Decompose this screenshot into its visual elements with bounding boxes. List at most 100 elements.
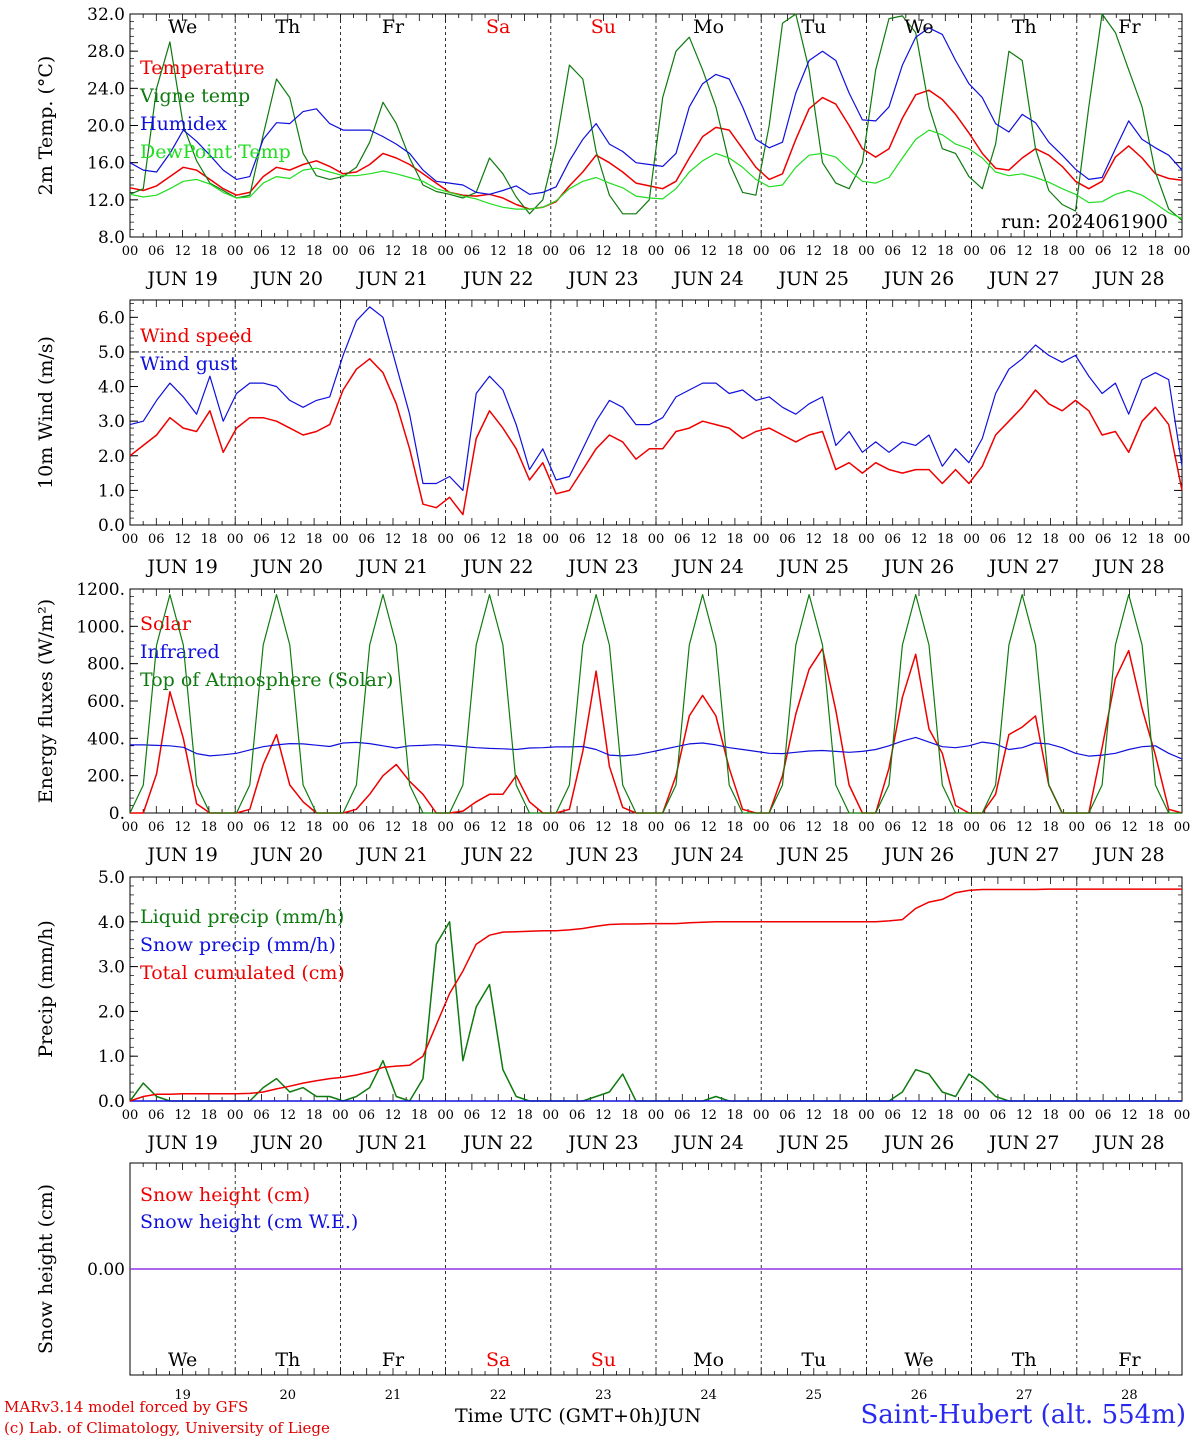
- date-label: JUN 22: [461, 268, 533, 290]
- hour-tick-label: 00: [1174, 820, 1191, 835]
- date-label: JUN 22: [461, 556, 533, 578]
- hour-tick-label: 12: [385, 820, 402, 835]
- weekday-label: Fr: [382, 1349, 405, 1371]
- date-label: JUN 21: [356, 268, 428, 290]
- date-label: JUN 27: [987, 844, 1059, 866]
- legend-infrared: Infrared: [140, 641, 220, 663]
- hour-tick-label: 06: [884, 244, 901, 259]
- hour-tick-label: 06: [464, 532, 481, 547]
- hour-tick-label: 00: [437, 532, 454, 547]
- hour-tick-label: 00: [963, 244, 980, 259]
- hour-tick-label: 18: [937, 820, 954, 835]
- hour-tick-label: 18: [727, 820, 744, 835]
- y-tick-label: 4.0: [98, 913, 125, 933]
- model-credit: MARv3.14 model forced by GFS: [4, 1398, 249, 1416]
- hour-tick-label: 18: [937, 244, 954, 259]
- day-number-label: 22: [490, 1388, 507, 1403]
- hour-tick-label: 00: [227, 1108, 244, 1123]
- hour-tick-label: 18: [832, 1108, 849, 1123]
- date-label: JUN 26: [882, 1132, 954, 1154]
- weekday-label: Fr: [382, 16, 405, 38]
- y-tick-label: 0.: [109, 804, 125, 824]
- legend-liquid-precip-mm-h-: Liquid precip (mm/h): [140, 906, 344, 928]
- hour-tick-label: 18: [411, 244, 428, 259]
- hour-tick-label: 00: [1174, 532, 1191, 547]
- hour-tick-label: 00: [1069, 532, 1086, 547]
- hour-tick-label: 06: [674, 820, 691, 835]
- y-tick-label: 28.0: [87, 42, 125, 62]
- y-tick-label: 1.0: [98, 1047, 125, 1067]
- hour-tick-label: 00: [1174, 1108, 1191, 1123]
- hour-tick-label: 12: [806, 244, 823, 259]
- day-number-label: 19: [174, 1388, 191, 1403]
- y-tick-label: 6.0: [98, 308, 125, 328]
- hour-tick-label: 18: [727, 1108, 744, 1123]
- panel-1-frame: [129, 13, 1183, 238]
- date-label: JUN 21: [356, 556, 428, 578]
- date-label: JUN 26: [882, 844, 954, 866]
- date-label: JUN 19: [145, 1132, 217, 1154]
- hour-tick-label: 06: [253, 244, 270, 259]
- hour-tick-label: 12: [911, 532, 928, 547]
- hour-tick-label: 18: [937, 532, 954, 547]
- y-tick-label: 0.0: [98, 1092, 125, 1112]
- series-line-temperature: [129, 89, 1183, 210]
- y-tick-label: 1000.: [76, 617, 125, 637]
- hour-tick-label: 18: [1147, 244, 1164, 259]
- hour-tick-label: 00: [543, 820, 560, 835]
- date-label: JUN 19: [145, 844, 217, 866]
- date-label: JUN 28: [1092, 556, 1164, 578]
- hour-tick-label: 18: [411, 532, 428, 547]
- lab-credit: (c) Lab. of Climatology, University of L…: [4, 1419, 330, 1437]
- hour-tick-label: 00: [437, 244, 454, 259]
- legend-top-of-atmosphere-solar-: Top of Atmosphere (Solar): [140, 669, 393, 691]
- hour-tick-label: 18: [201, 244, 218, 259]
- legend-wind-speed: Wind speed: [140, 325, 252, 347]
- hour-tick-label: 18: [727, 244, 744, 259]
- y-tick-label: 5.0: [98, 343, 125, 363]
- hour-tick-label: 00: [648, 820, 665, 835]
- day-number-label: 26: [911, 1388, 928, 1403]
- hour-tick-label: 12: [490, 532, 507, 547]
- y-tick-label: 1200.: [76, 580, 125, 600]
- series-line-wind-speed: [129, 358, 1183, 516]
- date-label: JUN 27: [987, 556, 1059, 578]
- hour-tick-label: 06: [464, 244, 481, 259]
- y-tick-label: 12.0: [87, 191, 125, 211]
- hour-tick-label: 18: [201, 1108, 218, 1123]
- hour-tick-label: 18: [621, 1108, 638, 1123]
- hour-tick-label: 18: [516, 820, 533, 835]
- weekday-label: Tu: [801, 1349, 826, 1371]
- date-label: JUN 19: [145, 268, 217, 290]
- date-label: JUN 24: [671, 268, 743, 290]
- hour-tick-label: 00: [227, 244, 244, 259]
- hour-tick-label: 18: [1147, 532, 1164, 547]
- hour-tick-label: 18: [516, 1108, 533, 1123]
- hour-tick-label: 12: [490, 244, 507, 259]
- hour-tick-label: 00: [753, 820, 770, 835]
- y-tick-label: 32.0: [87, 5, 125, 25]
- hour-tick-label: 06: [990, 244, 1007, 259]
- time-axis-title-text: Time UTC (GMT+0h): [455, 1405, 661, 1427]
- legend-solar: Solar: [140, 613, 192, 635]
- hour-tick-label: 18: [832, 532, 849, 547]
- hour-tick-label: 18: [832, 820, 849, 835]
- day-number-label: 28: [1121, 1388, 1138, 1403]
- hour-tick-label: 06: [148, 244, 165, 259]
- time-axis-month: JUN: [660, 1405, 701, 1427]
- y-axis-label: Snow height (cm): [35, 1184, 57, 1354]
- hour-tick-label: 06: [1095, 1108, 1112, 1123]
- day-number-label: 24: [700, 1388, 717, 1403]
- hour-tick-label: 00: [227, 820, 244, 835]
- weekday-label: Th: [275, 16, 300, 38]
- hour-tick-label: 00: [858, 244, 875, 259]
- day-number-label: 25: [806, 1388, 823, 1403]
- legend-temperature: Temperature: [140, 57, 264, 79]
- date-label: JUN 27: [987, 1132, 1059, 1154]
- date-label: JUN 25: [777, 1132, 849, 1154]
- legend-wind-gust: Wind gust: [140, 353, 238, 375]
- hour-tick-label: 00: [858, 820, 875, 835]
- weekday-label: Su: [591, 16, 616, 38]
- hour-tick-label: 00: [648, 1108, 665, 1123]
- date-label: JUN 25: [777, 844, 849, 866]
